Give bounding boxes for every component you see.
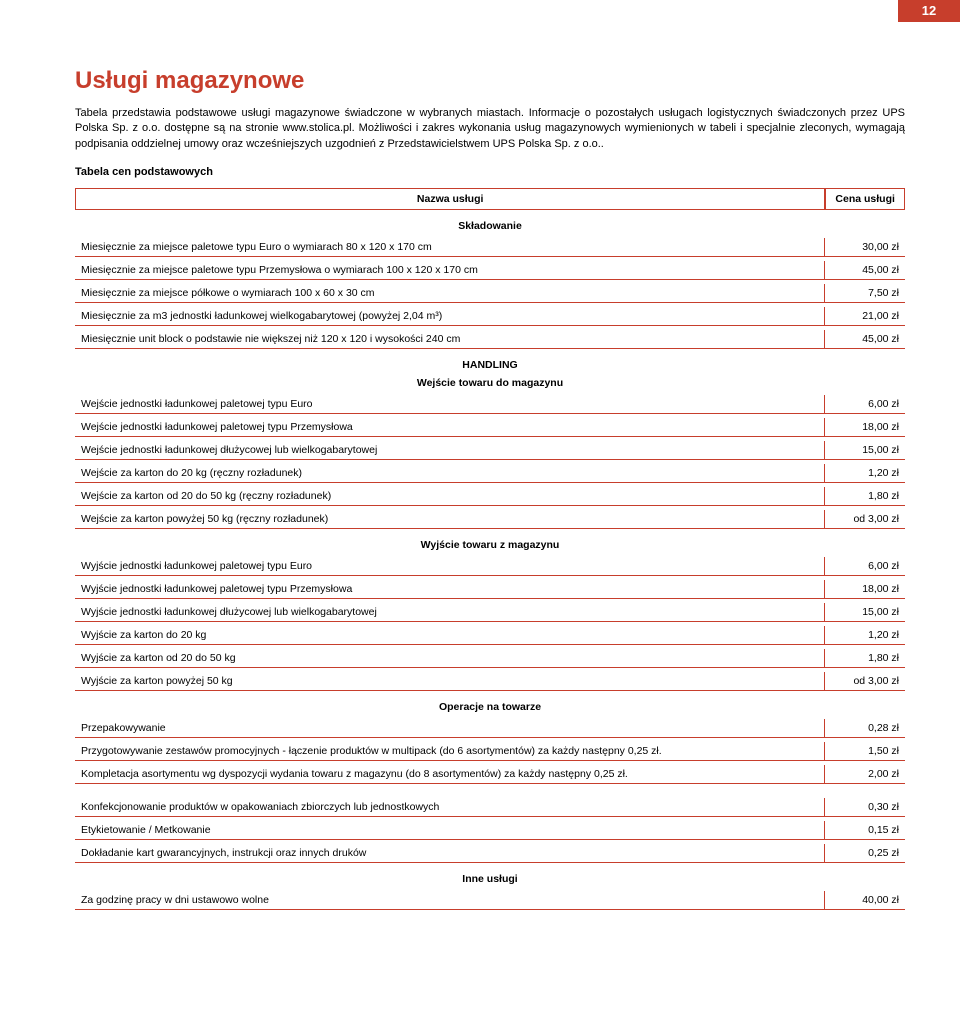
service-name: Przepakowywanie xyxy=(75,719,825,738)
table-row: Kompletacja asortymentu wg dyspozycji wy… xyxy=(75,765,905,784)
service-price: 45,00 zł xyxy=(825,261,905,280)
table-row: Dokładanie kart gwarancyjnych, instrukcj… xyxy=(75,844,905,863)
table-row: Miesięcznie za miejsce paletowe typu Prz… xyxy=(75,261,905,280)
table-row: Wejście jednostki ładunkowej dłużycowej … xyxy=(75,441,905,460)
section-heading: Wyjście towaru z magazynu xyxy=(75,533,905,553)
service-name: Wejście jednostki ładunkowej paletowej t… xyxy=(75,395,825,414)
section-heading-row: Operacje na towarze xyxy=(75,695,905,715)
service-name: Wejście jednostki ładunkowej paletowej t… xyxy=(75,418,825,437)
service-name: Miesięcznie za miejsce paletowe typu Eur… xyxy=(75,238,825,257)
table-row: Miesięcznie za m3 jednostki ładunkowej w… xyxy=(75,307,905,326)
table-row: Wejście za karton do 20 kg (ręczny rozła… xyxy=(75,464,905,483)
service-name: Wejście jednostki ładunkowej dłużycowej … xyxy=(75,441,825,460)
service-name: Etykietowanie / Metkowanie xyxy=(75,821,825,840)
table-row: Przygotowywanie zestawów promocyjnych - … xyxy=(75,742,905,761)
content-area: Usługi magazynowe Tabela przedstawia pod… xyxy=(0,22,960,934)
header-name: Nazwa usługi xyxy=(75,188,825,210)
service-price: 18,00 zł xyxy=(825,580,905,599)
service-name: Wyjście jednostki ładunkowej dłużycowej … xyxy=(75,603,825,622)
service-name: Miesięcznie za miejsce paletowe typu Prz… xyxy=(75,261,825,280)
service-price: 1,20 zł xyxy=(825,626,905,645)
service-price: 0,28 zł xyxy=(825,719,905,738)
table-row: Wyjście za karton od 20 do 50 kg1,80 zł xyxy=(75,649,905,668)
service-name: Miesięcznie za miejsce półkowe o wymiara… xyxy=(75,284,825,303)
service-price: 0,15 zł xyxy=(825,821,905,840)
service-name: Wyjście za karton do 20 kg xyxy=(75,626,825,645)
service-price: 6,00 zł xyxy=(825,557,905,576)
section-subheading-row: Wejście towaru do magazynu xyxy=(75,377,905,391)
table-row: Wyjście jednostki ładunkowej dłużycowej … xyxy=(75,603,905,622)
service-price: 1,80 zł xyxy=(825,649,905,668)
service-price: od 3,00 zł xyxy=(825,672,905,691)
service-name: Wejście za karton powyżej 50 kg (ręczny … xyxy=(75,510,825,529)
service-name: Wyjście jednostki ładunkowej paletowej t… xyxy=(75,580,825,599)
table-row: Przepakowywanie0,28 zł xyxy=(75,719,905,738)
table-subheading: Tabela cen podstawowych xyxy=(75,166,905,178)
service-price: 6,00 zł xyxy=(825,395,905,414)
service-price: 15,00 zł xyxy=(825,441,905,460)
service-price: 2,00 zł xyxy=(825,765,905,784)
table-row: Wejście za karton od 20 do 50 kg (ręczny… xyxy=(75,487,905,506)
price-table: Nazwa usługi Cena usługi Składowanie Mies… xyxy=(75,184,905,914)
table-row: Miesięcznie za miejsce półkowe o wymiara… xyxy=(75,284,905,303)
intro-paragraph: Tabela przedstawia podstawowe usługi mag… xyxy=(75,106,905,152)
service-price: 18,00 zł xyxy=(825,418,905,437)
service-name: Kompletacja asortymentu wg dyspozycji wy… xyxy=(75,765,825,784)
service-name: Miesięcznie unit block o podstawie nie w… xyxy=(75,330,825,349)
section-heading-row: HANDLING xyxy=(75,353,905,373)
service-name: Wejście za karton do 20 kg (ręczny rozła… xyxy=(75,464,825,483)
table-row: Konfekcjonowanie produktów w opakowaniac… xyxy=(75,798,905,817)
section-heading: HANDLING xyxy=(75,353,905,373)
table-row: Miesięcznie za miejsce paletowe typu Eur… xyxy=(75,238,905,257)
service-name: Dokładanie kart gwarancyjnych, instrukcj… xyxy=(75,844,825,863)
table-row: Wejście jednostki ładunkowej paletowej t… xyxy=(75,395,905,414)
section-heading: Składowanie xyxy=(75,214,905,234)
service-name: Miesięcznie za m3 jednostki ładunkowej w… xyxy=(75,307,825,326)
section-heading-row: Składowanie xyxy=(75,214,905,234)
service-price: 1,80 zł xyxy=(825,487,905,506)
service-price: 45,00 zł xyxy=(825,330,905,349)
section-heading: Operacje na towarze xyxy=(75,695,905,715)
service-price: od 3,00 zł xyxy=(825,510,905,529)
service-name: Wejście za karton od 20 do 50 kg (ręczny… xyxy=(75,487,825,506)
table-row: Miesięcznie unit block o podstawie nie w… xyxy=(75,330,905,349)
service-name: Wyjście za karton powyżej 50 kg xyxy=(75,672,825,691)
header-price: Cena usługi xyxy=(825,188,905,210)
table-row: Wejście za karton powyżej 50 kg (ręczny … xyxy=(75,510,905,529)
page-title: Usługi magazynowe xyxy=(75,67,905,95)
table-row: Za godzinę pracy w dni ustawowo wolne40,… xyxy=(75,891,905,910)
table-row: Wyjście za karton powyżej 50 kgod 3,00 z… xyxy=(75,672,905,691)
section-heading-row: Inne usługi xyxy=(75,867,905,887)
gap-row xyxy=(75,788,905,794)
service-name: Wyjście za karton od 20 do 50 kg xyxy=(75,649,825,668)
service-price: 0,25 zł xyxy=(825,844,905,863)
section-subheading: Wejście towaru do magazynu xyxy=(75,377,905,391)
service-price: 1,20 zł xyxy=(825,464,905,483)
section-heading: Inne usługi xyxy=(75,867,905,887)
service-name: Za godzinę pracy w dni ustawowo wolne xyxy=(75,891,825,910)
service-price: 1,50 zł xyxy=(825,742,905,761)
service-price: 21,00 zł xyxy=(825,307,905,326)
service-name: Konfekcjonowanie produktów w opakowaniac… xyxy=(75,798,825,817)
service-price: 7,50 zł xyxy=(825,284,905,303)
page-number-badge: 12 xyxy=(898,0,960,22)
service-price: 0,30 zł xyxy=(825,798,905,817)
section-heading-row: Wyjście towaru z magazynu xyxy=(75,533,905,553)
table-header-row: Nazwa usługi Cena usługi xyxy=(75,188,905,210)
table-row: Wyjście za karton do 20 kg1,20 zł xyxy=(75,626,905,645)
service-price: 40,00 zł xyxy=(825,891,905,910)
table-row: Wyjście jednostki ładunkowej paletowej t… xyxy=(75,580,905,599)
service-price: 15,00 zł xyxy=(825,603,905,622)
table-row: Wyjście jednostki ładunkowej paletowej t… xyxy=(75,557,905,576)
table-row: Wejście jednostki ładunkowej paletowej t… xyxy=(75,418,905,437)
service-price: 30,00 zł xyxy=(825,238,905,257)
service-name: Wyjście jednostki ładunkowej paletowej t… xyxy=(75,557,825,576)
table-row: Etykietowanie / Metkowanie0,15 zł xyxy=(75,821,905,840)
service-name: Przygotowywanie zestawów promocyjnych - … xyxy=(75,742,825,761)
